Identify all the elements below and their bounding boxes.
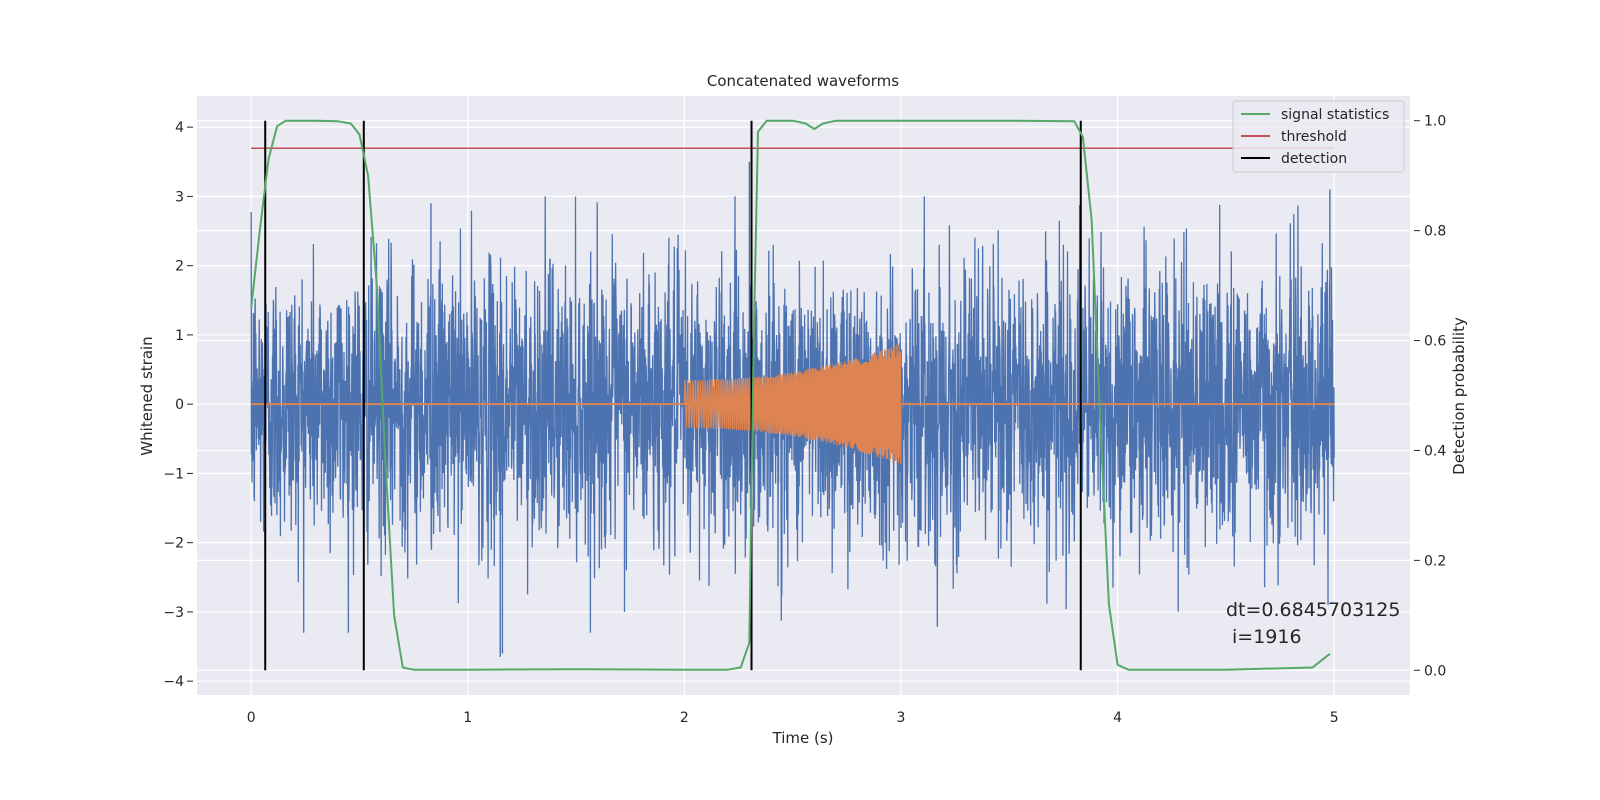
y2-tick-label: 0.2 (1424, 553, 1446, 569)
y-tick-label: 1 (175, 328, 184, 344)
y-tick-label: −4 (163, 674, 184, 690)
noise-series (250, 161, 1335, 657)
annotation-i: i=1916 (1232, 626, 1302, 648)
x-axis-label: Time (s) (772, 729, 834, 747)
y2-tick-label: 0.8 (1424, 224, 1446, 240)
y2-tick-label: 0.6 (1424, 334, 1446, 350)
annotation-dt: dt=0.6845703125 (1226, 599, 1400, 621)
signal-statistics-line (250, 119, 1331, 671)
noise-line (250, 196, 1335, 633)
ticks: 0 1 2 3 4 5 −4 −3 −2 −1 0 1 2 3 4 0.0 0.2 0.4 0.6 0.8 1.0 (163, 114, 1446, 726)
x-tick-label: 5 (1330, 710, 1339, 726)
y-tick-label: −3 (163, 605, 184, 621)
signal-statistics-series (250, 119, 1331, 671)
y-axis-label: Whitened strain (138, 336, 156, 455)
template-chirp (683, 344, 902, 465)
y-tick-label: −1 (163, 466, 184, 482)
y-tick-label: 3 (175, 189, 184, 205)
legend-label-threshold: threshold (1281, 129, 1347, 145)
y2-tick-label: 0.4 (1424, 443, 1446, 459)
y2-axis-label: Detection probability (1450, 317, 1468, 475)
x-tick-label: 2 (680, 710, 689, 726)
y-tick-label: 4 (175, 120, 184, 136)
x-tick-label: 4 (1113, 710, 1122, 726)
y2-tick-label: 0.0 (1424, 663, 1446, 679)
detection-series (264, 120, 1082, 671)
x-tick-label: 1 (463, 710, 472, 726)
legend-box (1232, 100, 1405, 173)
x-tick-label: 0 (247, 710, 256, 726)
chart-title: Concatenated waveforms (707, 72, 899, 90)
legend: signal statistics threshold detection (1232, 100, 1405, 173)
legend-label-detection: detection (1281, 151, 1347, 167)
y-tick-label: 0 (175, 397, 184, 413)
x-tick-label: 3 (897, 710, 906, 726)
template-series (251, 344, 1335, 465)
legend-label-signal-statistics: signal statistics (1281, 107, 1389, 123)
y2-tick-label: 1.0 (1424, 114, 1446, 130)
y-tick-label: 2 (175, 259, 184, 275)
y-tick-label: −2 (163, 536, 184, 552)
